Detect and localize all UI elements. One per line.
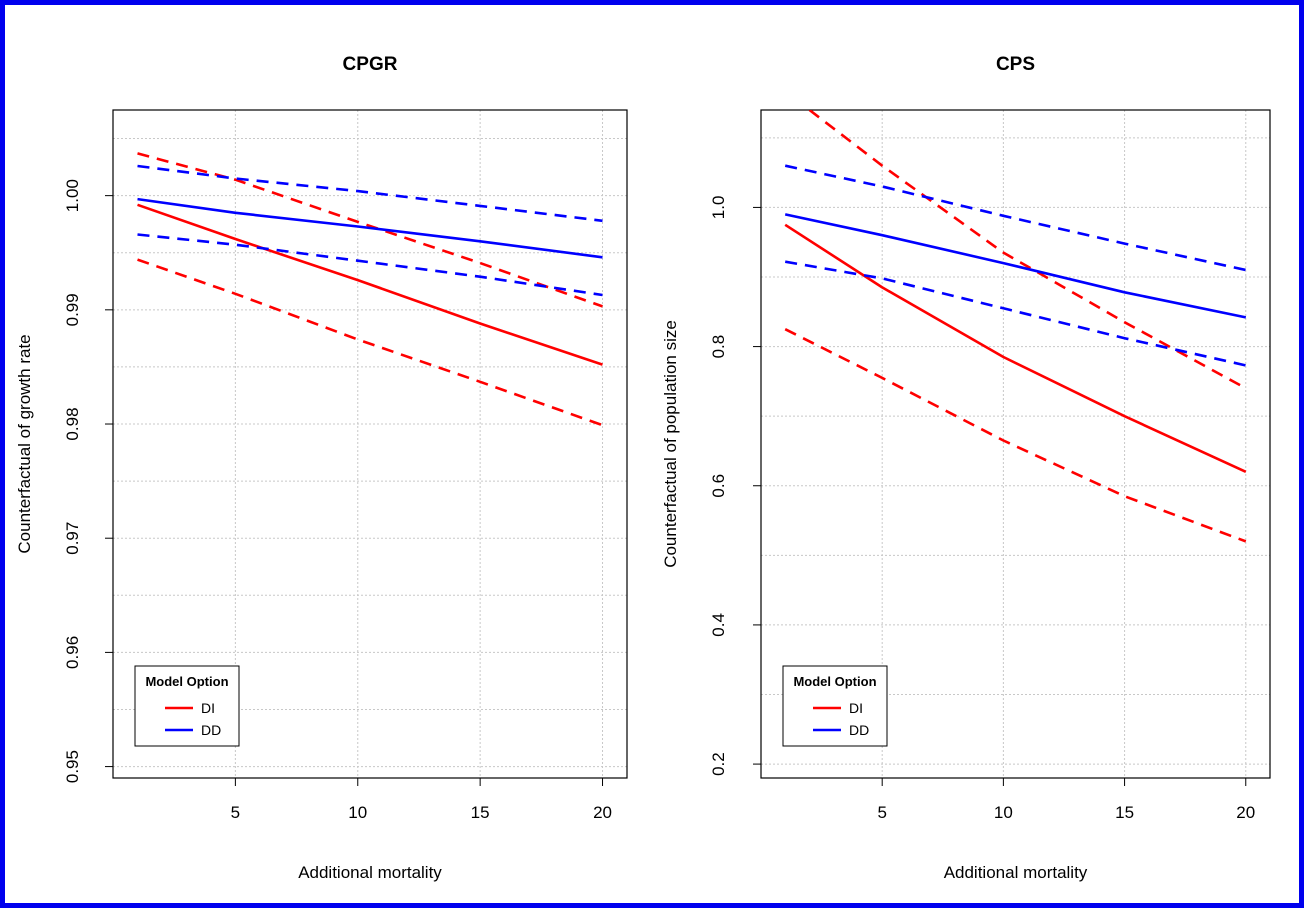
x-tick-label: 5 <box>231 803 240 822</box>
series-line-dd-interval <box>784 164 1247 272</box>
y-axis-label: Counterfactual of growth rate <box>15 334 34 553</box>
y-tick-label: 0.97 <box>63 522 82 555</box>
series-line-dd-interval <box>784 260 1247 367</box>
y-tick-label: 0.4 <box>709 613 728 637</box>
series-line-di-interval <box>808 110 1247 390</box>
y-tick-label: 0.98 <box>63 407 82 440</box>
legend-label-dd: DD <box>201 722 221 738</box>
y-tick-label: 1.0 <box>709 196 728 220</box>
series-line-dd-interval <box>137 164 603 223</box>
series-line-dd-interval <box>137 233 603 297</box>
legend-title: Model Option <box>145 674 228 689</box>
legend-box <box>782 665 888 747</box>
series-line-di-interval <box>137 152 603 308</box>
x-axis-label: Additional mortality <box>944 863 1088 882</box>
y-tick-label: 0.99 <box>63 293 82 326</box>
series-line-di-interval <box>137 258 603 427</box>
y-tick-label: 0.6 <box>709 474 728 498</box>
legend-label-dd: DD <box>849 722 869 738</box>
legend-box <box>134 665 240 747</box>
y-axis-label: Counterfactual of population size <box>661 320 680 568</box>
series-line-di-interval <box>784 328 1247 543</box>
x-tick-label: 20 <box>1236 803 1255 822</box>
x-tick-label: 20 <box>593 803 612 822</box>
grid <box>113 110 627 778</box>
legend: Model Option DI DD <box>782 665 888 747</box>
x-tick-label: 15 <box>1115 803 1134 822</box>
plot-area <box>760 109 1271 779</box>
series-group <box>137 152 603 427</box>
chart-panel-cps: 5 10 15 20 0.2 0.4 0.6 0.8 1.0 CPS Additional mort… <box>661 54 1271 882</box>
legend-label-di: DI <box>201 700 215 716</box>
series-line-dd-mean <box>784 213 1247 319</box>
y-tick-label: 0.8 <box>709 335 728 359</box>
series-line-dd-mean <box>137 197 603 259</box>
chart-title: CPS <box>996 54 1035 75</box>
x-tick-label: 15 <box>471 803 490 822</box>
y-tick-label: 1.00 <box>63 179 82 212</box>
chart-title: CPGR <box>343 54 398 75</box>
x-tick-label: 10 <box>348 803 367 822</box>
legend: Model Option DI DD <box>134 665 240 747</box>
series-line-di-mean <box>137 203 603 366</box>
plot-area <box>112 109 628 779</box>
series-group <box>784 110 1247 543</box>
chart-panel-cpgr: 5 10 15 20 0.95 0.96 0.97 0.98 0.99 1.00 CPGR Addit… <box>15 54 628 882</box>
legend-label-di: DI <box>849 700 863 716</box>
legend-title: Model Option <box>793 674 876 689</box>
series-line-di-mean <box>784 223 1247 473</box>
y-tick-label: 0.95 <box>63 750 82 783</box>
y-tick-label: 0.96 <box>63 636 82 669</box>
x-tick-label: 5 <box>877 803 886 822</box>
y-tick-label: 0.2 <box>709 752 728 776</box>
x-tick-label: 10 <box>994 803 1013 822</box>
x-axis-label: Additional mortality <box>298 863 442 882</box>
